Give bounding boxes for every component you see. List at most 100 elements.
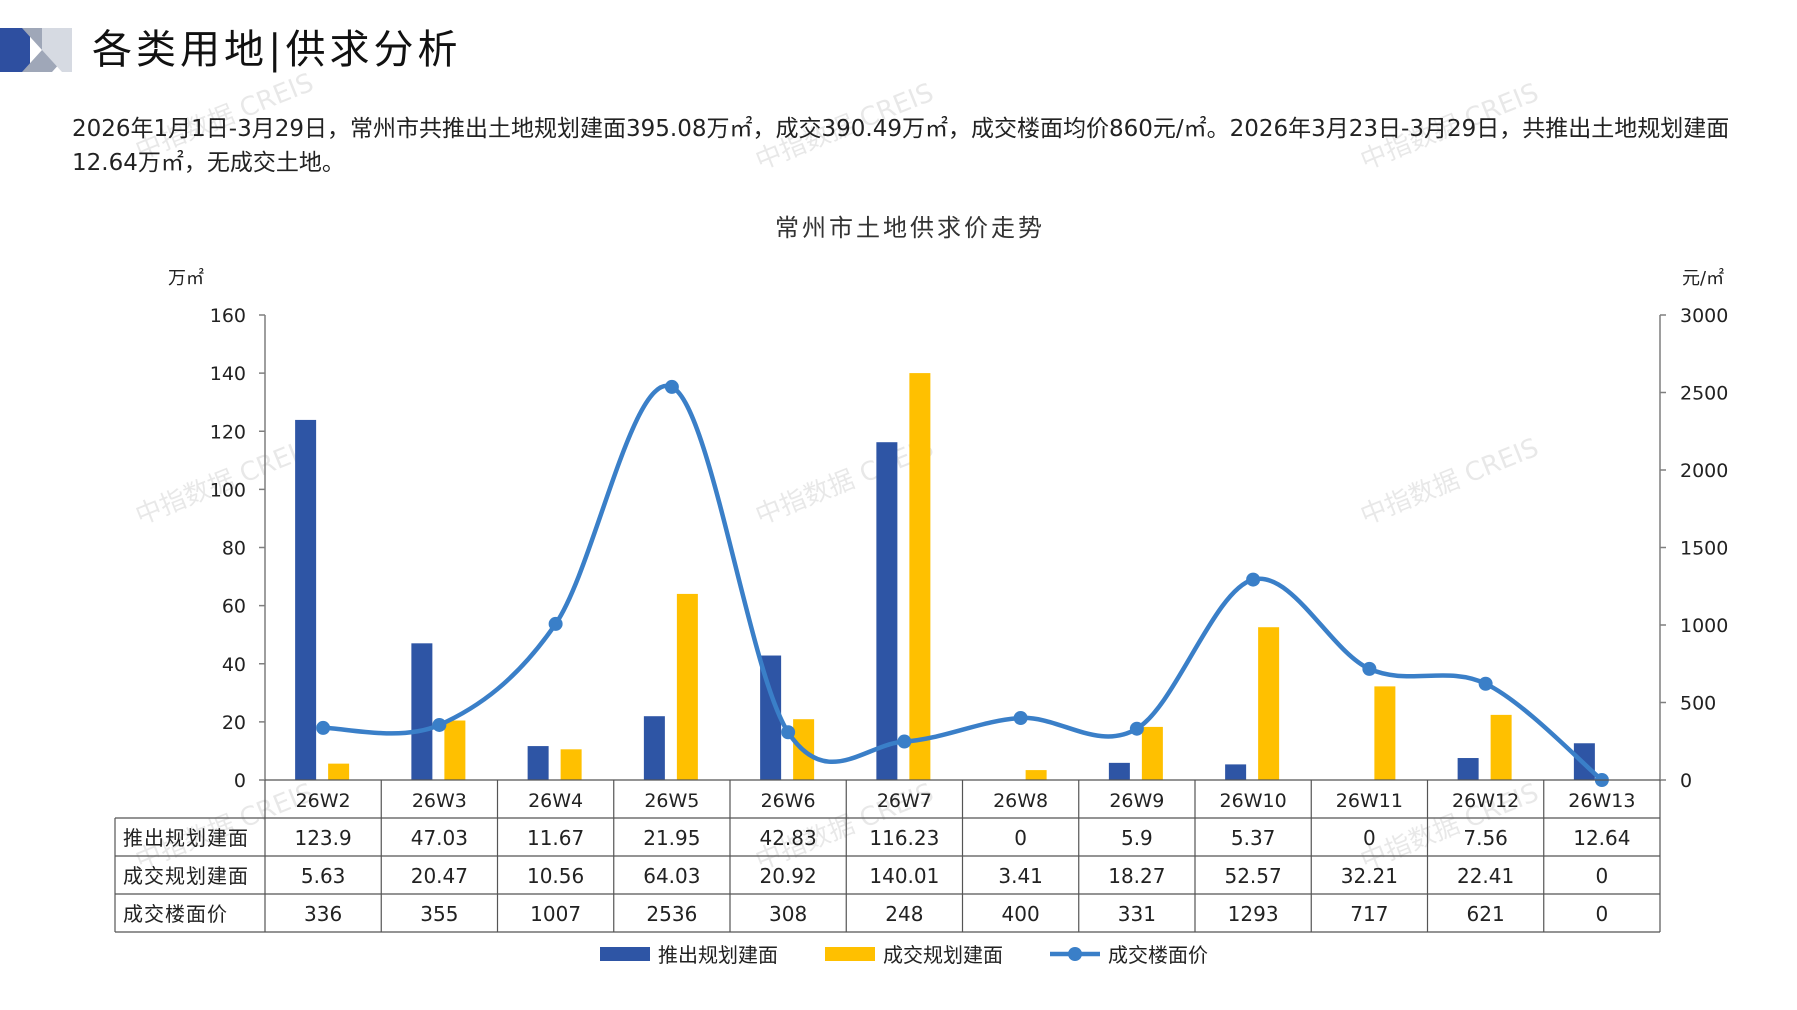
legend-label-deal: 成交规划建面: [883, 943, 1003, 967]
price-point: [1129, 721, 1144, 736]
data-label: 717: [1350, 902, 1388, 926]
table-row-header: 成交楼面价: [123, 902, 228, 926]
y-left-tick-label: 80: [222, 538, 246, 560]
bar-supply: [876, 442, 898, 780]
data-label: 0: [1363, 826, 1376, 850]
chart-title: 常州市土地供求价走势: [775, 214, 1045, 242]
bar-supply: [411, 643, 433, 780]
price-point: [548, 616, 563, 631]
watermark-text: 中指数据 CREIS: [1356, 433, 1543, 532]
bar-supply: [527, 746, 549, 780]
bar-deal: [1025, 770, 1047, 780]
data-label: 21.95: [643, 826, 700, 850]
y-right-tick-label: 2500: [1680, 383, 1728, 405]
y-left-tick-label: 20: [222, 712, 246, 734]
y-left-tick-label: 0: [234, 770, 246, 792]
y-left-tick-label: 100: [210, 479, 246, 501]
price-point: [1013, 711, 1028, 725]
x-tick-label: 26W13: [1568, 790, 1635, 812]
data-label: 621: [1467, 902, 1505, 926]
data-label: 5.63: [301, 864, 346, 888]
table-row-header: 推出规划建面: [123, 826, 249, 850]
x-tick-label: 26W4: [528, 790, 583, 812]
bar-supply: [643, 716, 665, 780]
data-label: 5.37: [1231, 826, 1276, 850]
data-label: 3.41: [998, 864, 1043, 888]
x-tick-label: 26W5: [644, 790, 699, 812]
data-label: 116.23: [869, 826, 939, 850]
x-tick-label: 26W2: [296, 790, 351, 812]
watermark-text: 中指数据 CREIS: [131, 68, 318, 167]
bar-deal: [1258, 627, 1280, 780]
bar-supply: [295, 419, 317, 780]
legend-swatch-supply: [600, 947, 650, 961]
data-label: 10.56: [527, 864, 584, 888]
x-tick-label: 26W12: [1452, 790, 1519, 812]
data-label: 308: [769, 902, 807, 926]
price-point: [1362, 661, 1377, 676]
data-label: 1007: [530, 902, 581, 926]
watermark-text: 中指数据 CREIS: [751, 78, 938, 177]
data-label: 18.27: [1108, 864, 1165, 888]
price-point: [781, 725, 796, 740]
x-tick-label: 26W9: [1109, 790, 1164, 812]
bar-supply: [1108, 762, 1130, 780]
data-label: 22.41: [1457, 864, 1514, 888]
data-label: 11.67: [527, 826, 584, 850]
data-label: 0: [1596, 902, 1609, 926]
x-tick-label: 26W3: [412, 790, 467, 812]
data-label: 12.64: [1573, 826, 1630, 850]
y-left-tick-label: 140: [210, 363, 246, 385]
bar-deal: [1490, 714, 1512, 780]
data-label: 123.9: [294, 826, 351, 850]
y-right-tick-label: 1500: [1680, 538, 1728, 560]
y-right-tick-label: 2000: [1680, 460, 1728, 482]
legend-label-price: 成交楼面价: [1108, 943, 1208, 967]
data-label: 42.83: [759, 826, 816, 850]
y-right-tick-label: 0: [1680, 770, 1692, 792]
data-label: 52.57: [1224, 864, 1281, 888]
legend-label-supply: 推出规划建面: [658, 943, 778, 967]
price-point: [432, 717, 447, 732]
data-label: 331: [1118, 902, 1156, 926]
price-point: [316, 720, 331, 735]
y-right-tick-label: 1000: [1680, 615, 1728, 637]
bar-supply: [1225, 764, 1247, 780]
data-label: 336: [304, 902, 342, 926]
bar-deal: [676, 593, 698, 780]
summary-text: 2026年1月1日-3月29日，常州市共推出土地规划建面395.08万㎡，成交3…: [72, 116, 1730, 176]
bar-deal: [444, 720, 466, 780]
y-left-tick-label: 160: [210, 305, 246, 327]
price-point: [1478, 676, 1493, 691]
x-tick-label: 26W6: [761, 790, 816, 812]
data-label: 5.9: [1121, 826, 1153, 850]
data-label: 20.92: [759, 864, 816, 888]
y-right-tick-label: 3000: [1680, 305, 1728, 327]
data-label: 64.03: [643, 864, 700, 888]
x-tick-label: 26W11: [1336, 790, 1403, 812]
page-header: 各类用地|供求分析: [0, 22, 900, 78]
price-point: [664, 379, 679, 394]
price-point: [897, 734, 912, 749]
y-right-unit: 元/㎡: [1682, 267, 1724, 289]
price-line: [323, 383, 1604, 782]
data-label: 47.03: [411, 826, 468, 850]
legend-swatch-deal: [825, 947, 875, 961]
data-label: 355: [420, 902, 458, 926]
price-point: [1246, 572, 1261, 587]
data-label: 140.01: [869, 864, 939, 888]
y-left-tick-label: 60: [222, 596, 246, 618]
bar-supply: [760, 655, 782, 780]
watermark-text: 中指数据 CREIS: [1356, 78, 1543, 177]
table-row-header: 成交规划建面: [123, 864, 249, 888]
bar-deal: [1141, 726, 1163, 780]
data-label: 7.56: [1463, 826, 1508, 850]
bar-deal: [560, 749, 582, 780]
x-tick-label: 26W8: [993, 790, 1048, 812]
page-title: 各类用地|供求分析: [92, 27, 462, 73]
x-tick-label: 26W10: [1220, 790, 1287, 812]
data-label: 0: [1596, 864, 1609, 888]
data-label: 0: [1014, 826, 1027, 850]
data-label: 248: [885, 902, 923, 926]
